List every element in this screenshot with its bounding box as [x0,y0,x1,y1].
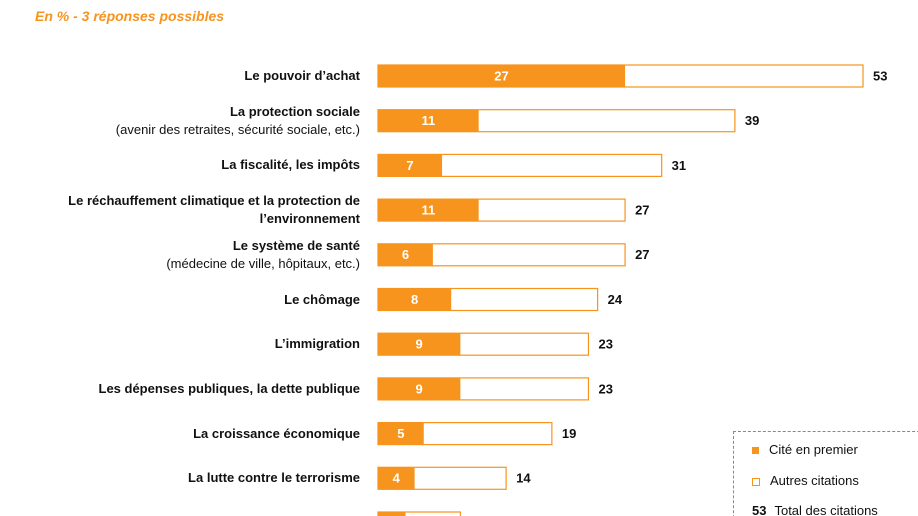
legend-swatch [752,477,760,486]
legend-label: Cité en premier [769,442,858,457]
value-label: 27 [494,68,508,83]
category-name: Le pouvoir d’achat [244,68,360,83]
legend-item: Cité en premier [752,442,858,457]
legend-label: Total des citations [774,503,878,516]
bar-first [378,512,406,516]
category-label: L’immigration [30,335,360,353]
value-label: 9 [416,381,423,396]
value-label: 9 [416,337,423,352]
category-name: Le système de santé [232,237,360,253]
category-label: Le réchauffement climatique et la protec… [30,192,360,228]
total-label: 19 [562,426,576,441]
legend-item: Autres citations [752,473,859,488]
category-label: Le système de santé (médecine de ville, h… [30,237,360,273]
legend: Cité en premier Autres citations 53 Total… [733,431,918,516]
category-label: La croissance économique [30,425,360,443]
category-name: La fiscalité, les impôts [221,157,360,173]
bar-first [378,333,461,356]
category-name: Le chômage [284,291,360,307]
bar-first [378,467,415,490]
value-label: 7 [406,158,413,173]
total-label: 23 [598,337,612,352]
bar-first [378,154,443,177]
category-note: (avenir des retraites, sécurité sociale,… [115,121,360,137]
total-label: 27 [635,203,649,218]
bar-first [378,65,626,87]
bar-first [378,199,479,222]
bar-first [378,422,424,445]
category-name: La lutte contre le terrorisme [188,470,360,486]
category-name: La protection sociale [229,103,360,119]
bar-total [377,511,461,516]
category-label: Le chômage [30,291,360,309]
legend-swatch [752,447,759,455]
category-label: Les dépenses publiques, la dette publiqu… [30,380,361,398]
total-label: 27 [635,247,649,262]
value-label: 11 [421,113,435,128]
category-name: La croissance économique [193,425,360,441]
total-label: 39 [745,113,759,128]
value-label: 4 [393,471,401,486]
legend-sample: 53 [752,503,767,516]
value-label: 11 [421,203,435,218]
value-label: 8 [411,292,418,307]
value-label: 5 [397,426,404,441]
total-label: 53 [873,68,887,83]
value-label: 6 [402,247,409,262]
legend-label: Autres citations [770,473,859,488]
total-label: 31 [672,158,686,173]
category-label: La fiscalité, les impôts [30,156,360,174]
total-label: 24 [608,292,623,307]
total-label: 14 [516,471,531,486]
category-name: L’immigration [274,336,360,352]
category-label: La lutte contre le terrorisme [30,469,360,487]
category-note: (médecine de ville, hôpitaux, etc.) [166,255,360,271]
bar-first [378,288,452,311]
subtitle: En % - 3 réponses possibles [35,8,225,24]
category-name: Les dépenses publiques, la dette publiqu… [98,380,361,396]
total-label: 23 [598,381,612,396]
bar-first [378,243,433,266]
category-label: Le pouvoir d’achat [30,67,360,85]
bar-first [378,109,479,132]
category-name: Le réchauffement climatique et la protec… [68,193,360,227]
legend-item: 53 Total des citations [752,503,878,516]
bar-first [378,377,461,400]
category-label: La protection sociale (avenir des retrait… [30,103,360,139]
